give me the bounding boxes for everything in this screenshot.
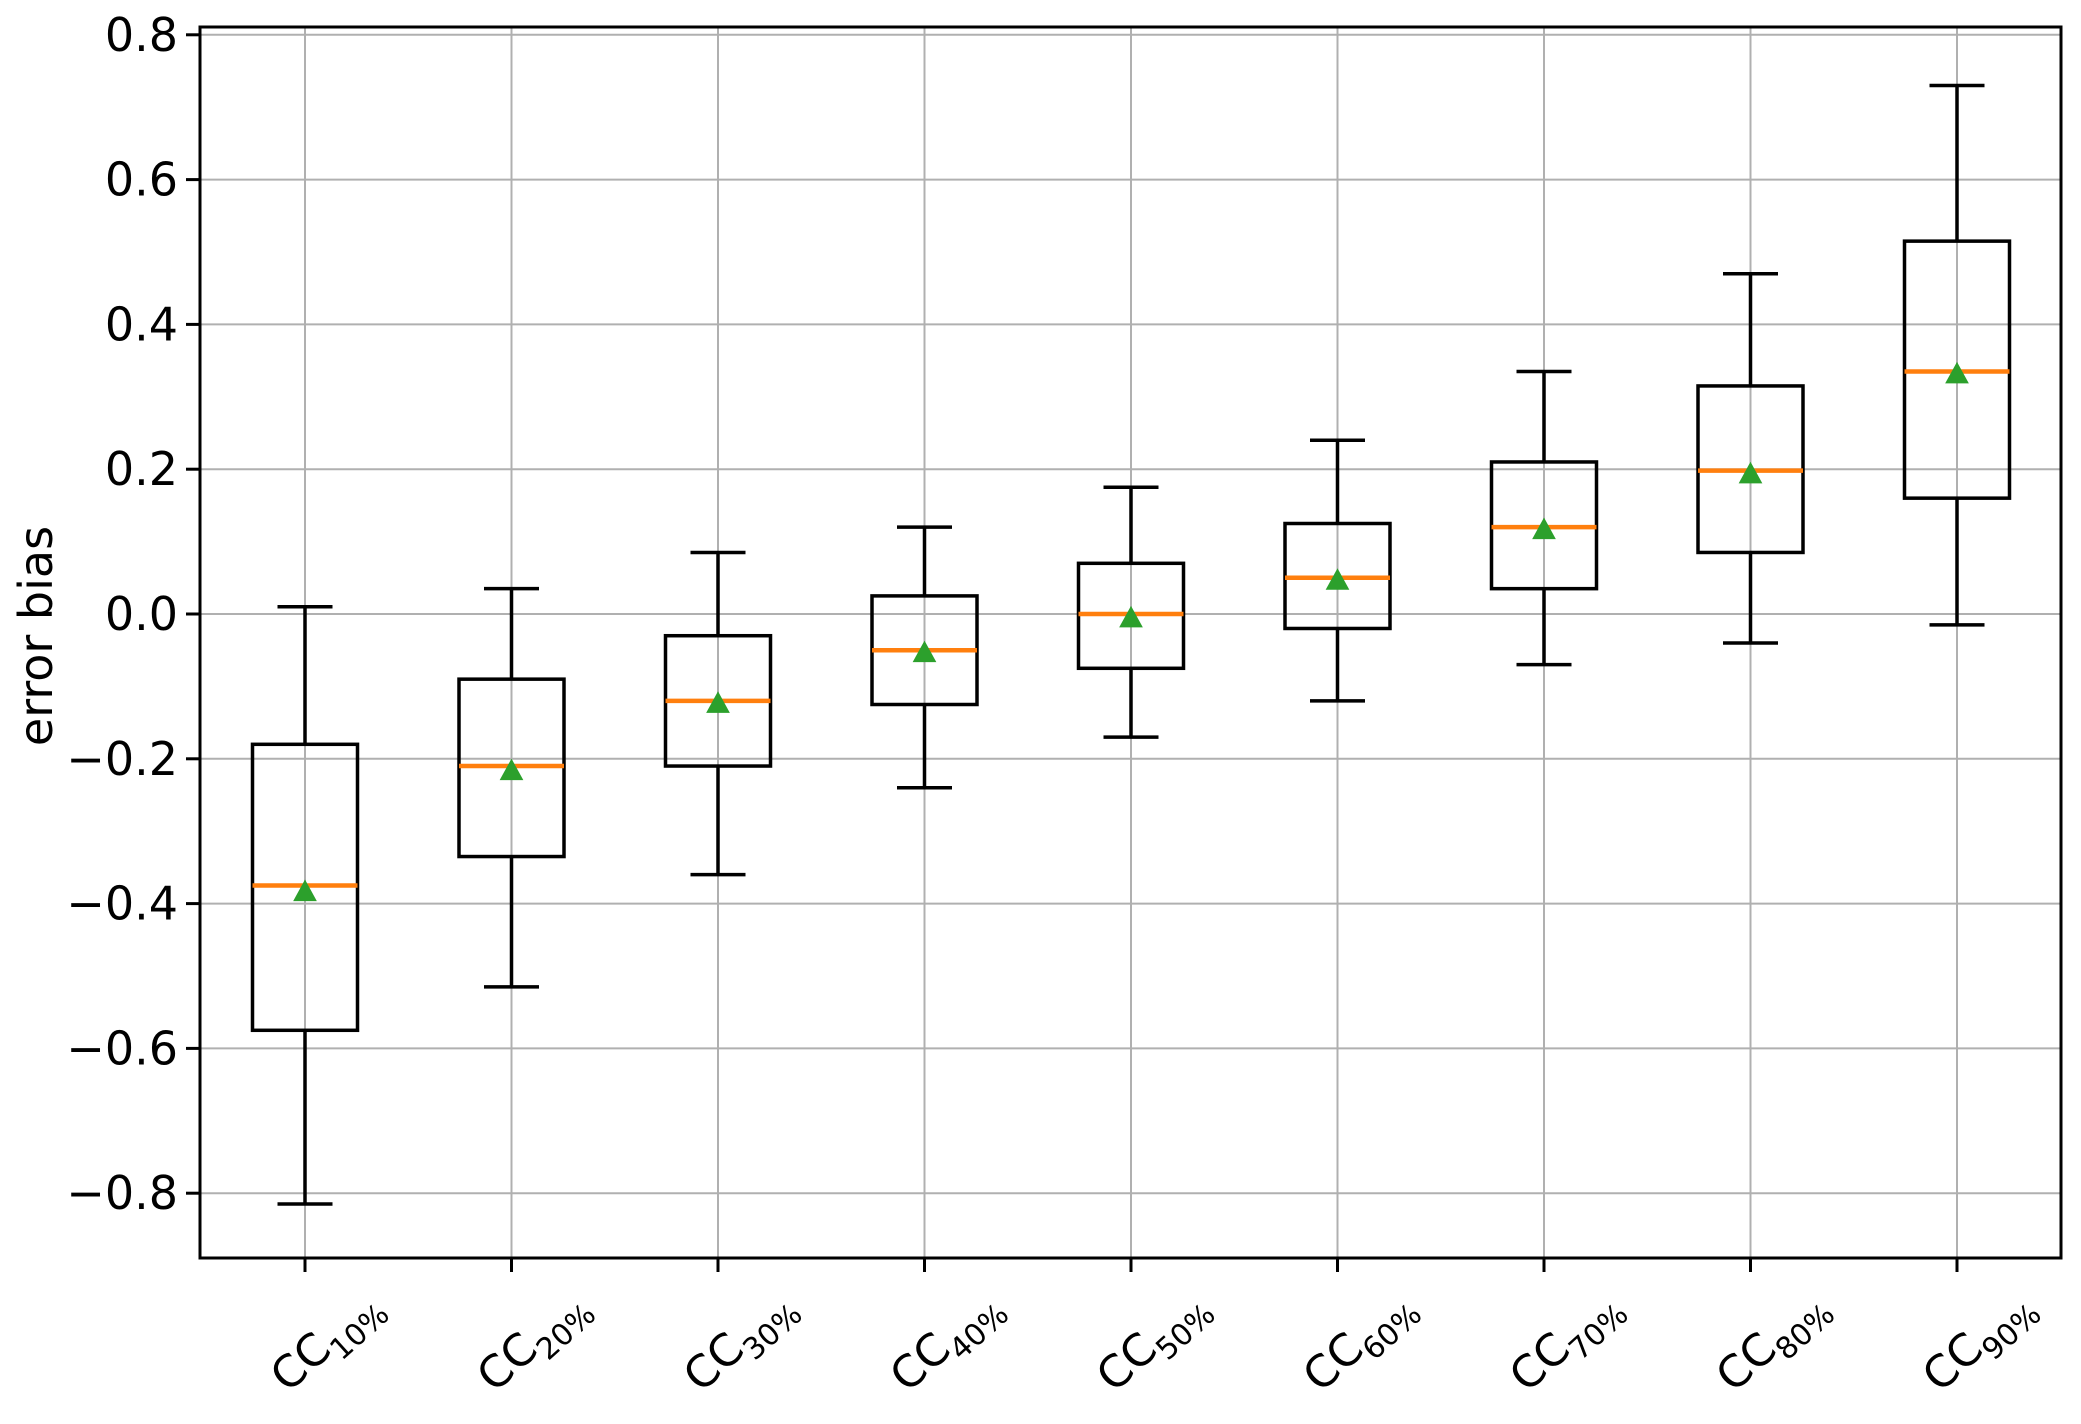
mean-marker — [706, 691, 730, 713]
box-layer — [250, 83, 2012, 1206]
y-tick-label: −0.4 — [66, 877, 178, 931]
box-group — [1696, 271, 1805, 645]
grid-layer — [200, 27, 2061, 1258]
x-tick-label: CC10% — [261, 1278, 396, 1408]
x-tick-label: CC80% — [1707, 1278, 1842, 1408]
box-group — [1902, 83, 2012, 627]
box-group — [1076, 485, 1186, 739]
x-tick-label: CC30% — [674, 1278, 809, 1408]
x-tick-label: CC20% — [468, 1278, 603, 1408]
box-group — [250, 605, 360, 1206]
mean-marker — [1119, 605, 1143, 628]
y-tick-label: 0.2 — [105, 442, 178, 496]
x-tick-label: CC50% — [1087, 1278, 1222, 1408]
y-tick-label: 0.6 — [105, 153, 178, 207]
box-group — [1489, 369, 1599, 667]
box-group — [1283, 438, 1392, 703]
x-tick-label: CC90% — [1913, 1278, 2048, 1408]
mean-marker — [293, 879, 317, 902]
mean-marker — [1325, 568, 1350, 590]
box-group — [457, 586, 566, 989]
y-axis-label: error bias — [9, 526, 63, 746]
box-group — [870, 525, 979, 790]
y-tick-label: 0.4 — [105, 297, 178, 351]
mean-marker — [1945, 361, 1969, 384]
y-tick-label: 0.0 — [105, 587, 178, 641]
mean-marker — [912, 640, 937, 663]
x-tick-label: CC60% — [1294, 1278, 1429, 1408]
x-tick-label: CC70% — [1500, 1278, 1635, 1408]
y-tick-label: 0.8 — [105, 8, 178, 62]
box-group — [663, 550, 773, 877]
mean-marker — [499, 758, 524, 781]
plot-frame — [198, 25, 2063, 1260]
y-tick-label: −0.6 — [66, 1021, 178, 1075]
mean-marker — [1738, 461, 1763, 484]
mean-marker — [1532, 517, 1556, 540]
x-tick-label: CC40% — [881, 1278, 1016, 1408]
y-tick-label: −0.8 — [66, 1166, 178, 1220]
y-tick-label: −0.2 — [66, 732, 178, 786]
